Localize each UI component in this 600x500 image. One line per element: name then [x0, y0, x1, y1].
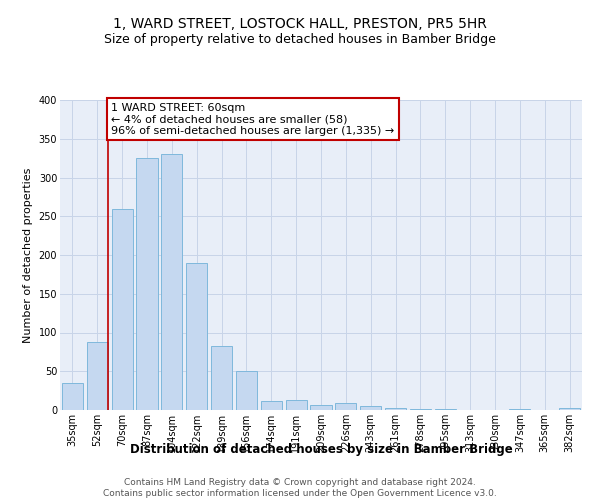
Bar: [559, 408, 580, 410]
Bar: [261, 402, 282, 410]
Text: 1 WARD STREET: 60sqm
← 4% of detached houses are smaller (58)
96% of semi-detach: 1 WARD STREET: 60sqm ← 4% of detached ho…: [111, 103, 394, 136]
Bar: [62, 383, 83, 410]
Bar: [87, 342, 108, 410]
Bar: [236, 371, 257, 410]
Text: Contains HM Land Registry data © Crown copyright and database right 2024.
Contai: Contains HM Land Registry data © Crown c…: [103, 478, 497, 498]
Bar: [310, 406, 332, 410]
Bar: [360, 406, 381, 410]
Bar: [435, 409, 456, 410]
Bar: [335, 403, 356, 410]
Bar: [410, 409, 431, 410]
Bar: [211, 346, 232, 410]
Bar: [136, 158, 158, 410]
Text: Distribution of detached houses by size in Bamber Bridge: Distribution of detached houses by size …: [130, 442, 512, 456]
Bar: [385, 408, 406, 410]
Bar: [509, 409, 530, 410]
Y-axis label: Number of detached properties: Number of detached properties: [23, 168, 33, 342]
Bar: [112, 208, 133, 410]
Bar: [186, 263, 207, 410]
Bar: [161, 154, 182, 410]
Text: Size of property relative to detached houses in Bamber Bridge: Size of property relative to detached ho…: [104, 32, 496, 46]
Text: 1, WARD STREET, LOSTOCK HALL, PRESTON, PR5 5HR: 1, WARD STREET, LOSTOCK HALL, PRESTON, P…: [113, 18, 487, 32]
Bar: [286, 400, 307, 410]
